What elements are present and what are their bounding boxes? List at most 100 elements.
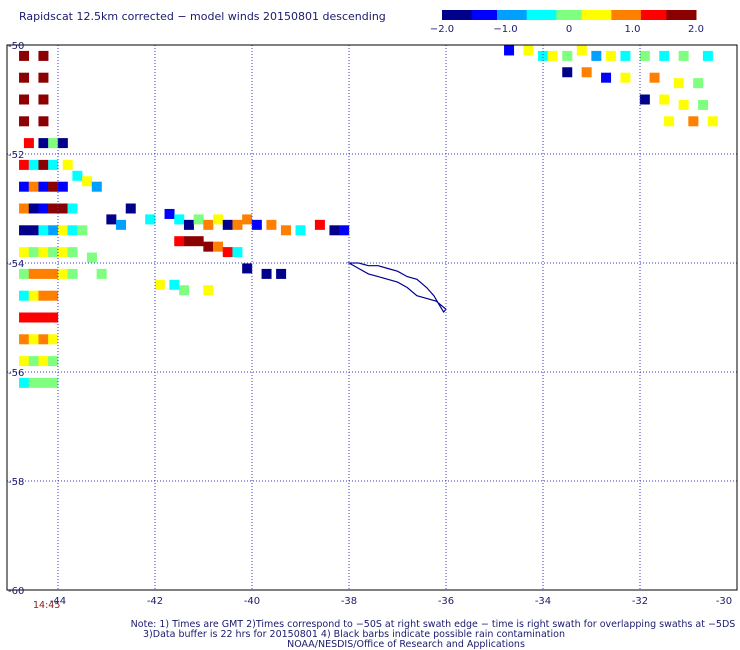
colorbar-swatch xyxy=(560,10,566,20)
wind-difference-cell xyxy=(19,50,30,61)
map-frame xyxy=(6,44,738,591)
wind-difference-cell xyxy=(576,45,587,56)
longitude-label: -40 xyxy=(244,596,260,607)
wind-difference-cell xyxy=(179,285,190,296)
longitude-label: -34 xyxy=(535,596,551,607)
colorbar-swatch xyxy=(577,10,583,20)
wind-difference-cell xyxy=(19,268,30,279)
wind-difference-cell xyxy=(659,50,670,61)
latitude-labels: -50 -52 -54 -56 -58 -60 xyxy=(8,41,24,597)
wind-difference-cell xyxy=(174,214,185,225)
wind-difference-cell xyxy=(193,236,204,247)
colorbar-swatch xyxy=(649,10,655,20)
wind-difference-cell xyxy=(57,268,68,279)
wind-difference-cell xyxy=(48,356,59,367)
wind-difference-cell xyxy=(19,356,30,367)
wind-difference-cell xyxy=(702,50,713,61)
colorbar-swatch xyxy=(691,10,697,20)
wind-difference-cell xyxy=(547,50,558,61)
wind-difference-cell xyxy=(649,72,660,83)
wind-difference-cell xyxy=(38,181,49,192)
wind-difference-cell xyxy=(19,290,30,301)
colorbar-swatch xyxy=(530,10,536,20)
note-line-3: NOAA/NESDIS/Office of Research and Appli… xyxy=(287,639,525,650)
colorbar-swatch xyxy=(598,10,604,20)
wind-difference-cell xyxy=(38,116,49,127)
wind-difference-cell xyxy=(276,268,287,279)
colorbar-swatch xyxy=(640,10,646,20)
wind-difference-cell xyxy=(562,67,573,78)
wind-difference-cell xyxy=(28,334,39,345)
wind-difference-cell xyxy=(688,116,699,127)
wind-difference-cell xyxy=(145,214,156,225)
wind-difference-cell xyxy=(48,159,59,170)
wind-difference-cell xyxy=(620,50,631,61)
wind-difference-cell xyxy=(38,203,49,214)
wind-difference-cell xyxy=(28,247,39,258)
latitude-label: -54 xyxy=(8,259,24,270)
wind-difference-cell xyxy=(48,268,59,279)
wind-difference-cell xyxy=(72,170,83,181)
wind-difference-cell xyxy=(38,377,49,388)
wind-difference-cell xyxy=(28,356,39,367)
colorbar-swatch xyxy=(666,10,672,20)
wind-difference-cell xyxy=(280,225,291,236)
colorbar-swatch xyxy=(657,10,663,20)
wind-difference-cell xyxy=(57,247,68,258)
wind-difference-cell xyxy=(19,181,30,192)
wind-difference-cell xyxy=(57,225,68,236)
wind-difference-cell xyxy=(67,203,78,214)
colorbar-swatch xyxy=(679,10,684,20)
wind-difference-cell xyxy=(19,72,30,83)
wind-difference-cell xyxy=(38,138,49,149)
wind-difference-cell xyxy=(96,268,107,279)
colorbar-swatch xyxy=(543,10,549,20)
wind-difference-cell xyxy=(203,285,214,296)
note-line-2: 3)Data buffer is 22 hrs for 20150801 4) … xyxy=(143,629,565,640)
wind-difference-cell xyxy=(242,263,253,274)
colorbar-swatch xyxy=(526,10,532,20)
longitude-label: -42 xyxy=(147,596,163,607)
wind-difference-cell xyxy=(504,45,515,56)
wind-difference-cell xyxy=(19,94,30,105)
wind-difference-cell xyxy=(125,203,136,214)
wind-difference-cell xyxy=(183,219,194,230)
colorbar-swatch xyxy=(463,10,468,20)
wind-difference-cell xyxy=(19,377,30,388)
wind-difference-cell xyxy=(251,219,262,230)
wind-difference-cell xyxy=(57,181,68,192)
wind-difference-cell xyxy=(57,203,68,214)
wind-difference-cell xyxy=(48,334,59,345)
wind-difference-cell xyxy=(19,312,30,323)
colorbar-swatch xyxy=(602,10,608,20)
wind-difference-cell xyxy=(91,181,102,192)
longitude-label: -32 xyxy=(632,596,648,607)
colorbar-swatch xyxy=(594,10,600,20)
colorbar-swatch xyxy=(585,10,591,20)
wind-difference-cell xyxy=(523,45,534,56)
wind-difference-cell xyxy=(38,268,49,279)
colorbar-swatch xyxy=(687,10,693,20)
wind-difference-cell xyxy=(19,203,30,214)
wind-difference-cell xyxy=(48,181,59,192)
wind-difference-cell xyxy=(106,214,117,225)
wind-difference-cell xyxy=(28,203,39,214)
wind-difference-cell xyxy=(213,241,224,252)
wind-difference-cell xyxy=(232,219,243,230)
wind-difference-cell xyxy=(591,50,602,61)
colorbar-swatch xyxy=(492,10,498,20)
wind-difference-cell xyxy=(707,116,718,127)
south-georgia-coastline xyxy=(346,262,447,314)
wind-difference-cell xyxy=(67,247,78,258)
wind-difference-cell xyxy=(28,377,39,388)
colorbar-swatch xyxy=(450,10,456,20)
wind-difference-cell xyxy=(620,72,631,83)
wind-difference-cell xyxy=(48,377,59,388)
wind-difference-cell xyxy=(28,268,39,279)
colorbar-swatch xyxy=(547,10,553,20)
colorbar-swatch xyxy=(645,10,650,20)
wind-difference-cell xyxy=(664,116,675,127)
colorbar-swatch xyxy=(670,10,676,20)
colorbar-swatch xyxy=(467,10,473,20)
